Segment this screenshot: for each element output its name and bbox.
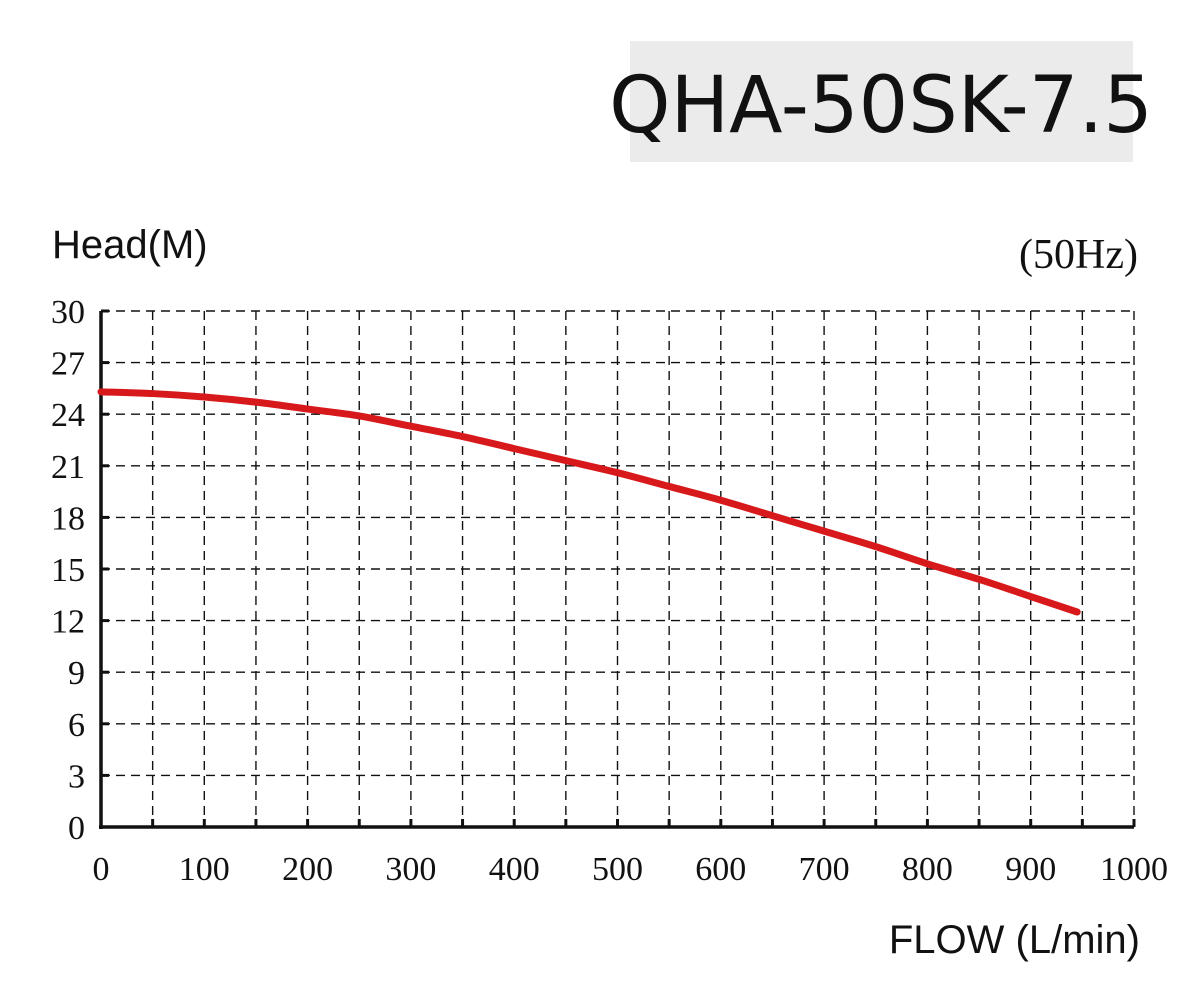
grid <box>101 310 1135 827</box>
x-tick-label: 100 <box>179 851 230 888</box>
y-tick-label: 6 <box>68 707 85 744</box>
x-tick-label: 1000 <box>1100 851 1168 888</box>
y-tick-labels: 0 3 6 9 12 15 18 21 24 27 30 <box>51 294 85 847</box>
x-axis-label: FLOW (L/min) <box>889 918 1140 962</box>
y-tick-label: 30 <box>51 294 85 331</box>
frequency-label: (50Hz) <box>1019 232 1138 278</box>
x-tick-label: 800 <box>902 851 953 888</box>
y-tick-label: 12 <box>51 604 85 641</box>
x-tick-labels: 0 100 200 300 400 500 600 700 800 900 1000 <box>93 851 1169 888</box>
axes <box>99 309 1136 829</box>
y-axis-label: Head(M) <box>52 223 208 267</box>
x-tick-label: 500 <box>592 851 643 888</box>
y-tick-label: 9 <box>68 655 85 692</box>
x-tick-label: 700 <box>799 851 850 888</box>
chart-title: QHA-50SK-7.5 <box>609 61 1153 151</box>
series-layer <box>97 388 1081 616</box>
y-tick-label: 24 <box>51 397 85 434</box>
y-tick-label: 15 <box>51 552 85 589</box>
x-tick-label: 0 <box>93 851 110 888</box>
x-tick-label: 200 <box>282 851 333 888</box>
x-tick-label: 900 <box>1005 851 1056 888</box>
x-tick-label: 300 <box>385 851 436 888</box>
x-tick-label: 600 <box>695 851 746 888</box>
model-label-box <box>630 41 1133 162</box>
x-tick-label: 400 <box>489 851 540 888</box>
head-flow-curve <box>97 388 1081 616</box>
y-tick-label: 0 <box>68 810 85 847</box>
y-tick-label: 18 <box>51 500 85 537</box>
y-tick-label: 3 <box>68 758 85 795</box>
y-tick-label: 27 <box>51 346 85 383</box>
y-tick-label: 21 <box>51 449 85 486</box>
